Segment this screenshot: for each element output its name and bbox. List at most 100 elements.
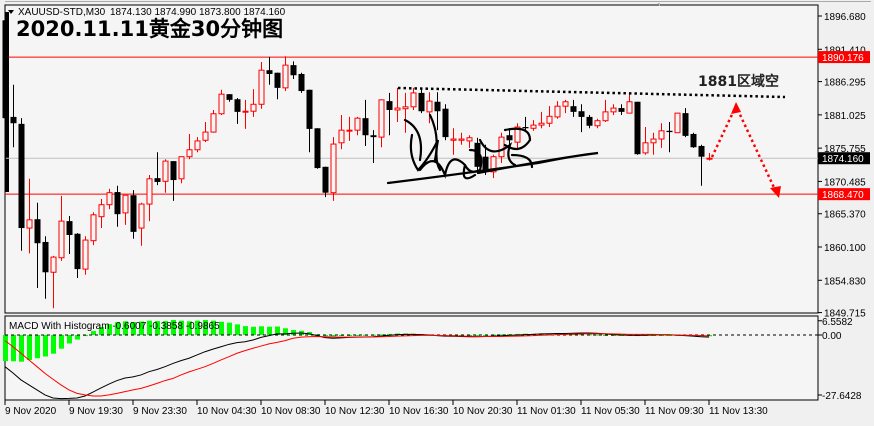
candle	[122, 194, 129, 225]
histogram-bar	[155, 321, 160, 335]
candle-body-bull	[650, 138, 657, 144]
candle	[546, 106, 553, 128]
candle	[410, 87, 417, 110]
time-tick-label: 9 Nov 2020	[5, 406, 57, 417]
time-axis[interactable]: 9 Nov 2020 9 Nov 19:30 9 Nov 23:30 10 Nov 0…	[4, 400, 768, 417]
price-panel[interactable]	[4, 4, 819, 314]
candle-body-bull	[378, 99, 385, 138]
candle-body-bull	[242, 110, 249, 113]
candle	[378, 99, 385, 148]
candle	[490, 154, 497, 179]
histogram-bar	[11, 335, 16, 362]
macd-tick-label: 6.5582	[822, 317, 853, 328]
candle	[178, 156, 185, 184]
histogram-bar	[219, 321, 224, 335]
candle-body-bear	[586, 116, 593, 126]
candle-body-bear	[666, 130, 673, 133]
signal-line	[4, 333, 710, 397]
candle-body-bear	[506, 135, 513, 141]
candle-body-bear	[690, 133, 697, 148]
histogram-bar	[3, 335, 8, 362]
candle-body-bear	[474, 142, 481, 167]
candle-body-bull	[674, 112, 681, 134]
candle-body-bear	[266, 70, 273, 74]
macd-tick-label: 0.00	[822, 331, 842, 342]
candle-body-bear	[314, 128, 321, 169]
candle-body-bull	[50, 256, 57, 273]
candle	[594, 118, 601, 129]
candle-body-bull	[530, 124, 537, 129]
candle	[258, 61, 265, 109]
price-tick-label: 1881.025	[824, 111, 866, 122]
candle	[98, 199, 105, 229]
signature-watermark	[386, 113, 599, 185]
resistance-dotted-line[interactable]	[397, 86, 786, 99]
top-divider	[5, 1, 871, 2]
histogram-bar	[291, 330, 296, 335]
candle	[386, 92, 393, 136]
candle	[330, 137, 337, 201]
candle-body-bull	[330, 143, 337, 194]
candle	[74, 233, 81, 278]
candle	[82, 236, 89, 275]
candle-body-bull	[490, 156, 497, 173]
candle-body-bull	[658, 130, 665, 140]
ohlc-readout: 1874.130 1874.990 1873.800 1874.160	[110, 7, 286, 18]
time-tick-label: 11 Nov 13:30	[709, 406, 768, 417]
candle-body-bear	[418, 92, 425, 112]
histogram-bar	[99, 326, 104, 335]
candle	[354, 116, 361, 136]
candle	[586, 115, 593, 129]
candle-body-bull	[458, 138, 465, 141]
candle	[26, 178, 33, 254]
candle	[450, 128, 457, 155]
candle-body-bull	[354, 117, 361, 131]
macd-axis[interactable]: 6.5582 0.00 -27.6428	[818, 317, 862, 402]
time-tick-label: 11 Nov 09:30	[645, 406, 704, 417]
histogram-bar	[91, 331, 96, 335]
candle	[186, 133, 193, 160]
candle-body-bear	[154, 178, 161, 182]
histogram-bar	[19, 335, 24, 362]
candles-layer	[2, 20, 713, 309]
candle-body-bear	[634, 101, 641, 155]
candle	[18, 118, 25, 251]
forecast-arrow[interactable]	[710, 102, 781, 198]
histogram-bar	[171, 320, 176, 335]
candle-body-bear	[170, 161, 177, 181]
candle-body-bear	[34, 219, 41, 244]
candle-body-bull	[58, 220, 65, 259]
time-tick-label: 10 Nov 16:30	[389, 406, 449, 417]
dropdown-triangle-icon[interactable]	[8, 10, 14, 14]
candle	[674, 112, 681, 134]
histogram-bar	[595, 334, 600, 336]
histogram-bar	[147, 320, 152, 335]
price-tick-label: 1860.100	[824, 243, 866, 254]
histogram-bar	[267, 326, 272, 335]
candle	[218, 89, 225, 116]
candle	[266, 56, 273, 85]
candle-body-bear	[618, 108, 625, 112]
candle-body-bull	[514, 126, 521, 143]
price-tick-label: 1875.755	[824, 144, 866, 155]
candle-body-bear	[322, 166, 329, 193]
candle-body-bull	[626, 101, 633, 114]
candle-body-bear	[66, 221, 73, 236]
candle	[138, 202, 145, 246]
candle	[474, 137, 481, 172]
histogram-bar	[163, 321, 168, 335]
candle-body-bull	[706, 157, 713, 160]
histogram-bar	[115, 322, 120, 335]
price-axis[interactable]: 1896.680 1891.410 1886.295 1881.025 1875.755…	[818, 12, 870, 320]
candle	[554, 101, 561, 119]
candle	[162, 159, 169, 193]
current-price-tag: 1874.160	[822, 154, 864, 165]
candle-body-bull	[562, 101, 569, 107]
candle-body-bull	[186, 149, 193, 158]
candle-body-bear	[2, 20, 9, 119]
candle	[466, 135, 473, 148]
histogram-bar	[571, 334, 576, 336]
candle-body-bull	[466, 137, 473, 142]
histogram-bar	[379, 334, 384, 336]
